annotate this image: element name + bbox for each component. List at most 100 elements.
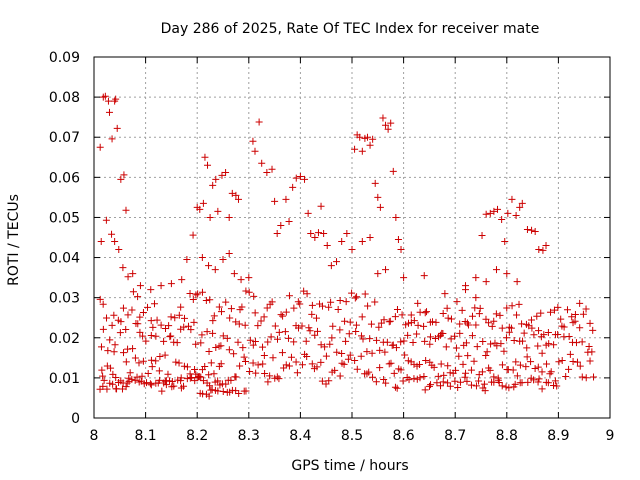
- data-point: [565, 365, 573, 373]
- data-point: [415, 360, 423, 368]
- data-point: [523, 225, 531, 233]
- data-point: [241, 357, 249, 365]
- data-point: [553, 382, 561, 390]
- data-point: [113, 385, 121, 393]
- data-point: [282, 308, 290, 316]
- data-point: [250, 292, 258, 300]
- data-point: [306, 327, 314, 335]
- data-point: [413, 330, 421, 338]
- data-point: [359, 335, 367, 343]
- data-point: [363, 348, 371, 356]
- data-point: [392, 344, 400, 352]
- y-tick-label: 0.02: [49, 331, 80, 347]
- data-point: [96, 295, 104, 303]
- data-point: [463, 319, 471, 327]
- data-point: [336, 297, 344, 305]
- data-point: [152, 332, 160, 340]
- data-point: [251, 309, 259, 317]
- data-point: [281, 328, 289, 336]
- data-point: [209, 317, 217, 325]
- data-point: [103, 314, 111, 322]
- data-point: [266, 372, 274, 380]
- data-point: [588, 348, 596, 356]
- data-point: [366, 335, 374, 343]
- data-point: [165, 377, 173, 385]
- data-point: [490, 317, 498, 325]
- data-point: [551, 377, 559, 385]
- data-point: [365, 368, 373, 376]
- data-point: [334, 306, 342, 314]
- data-point: [97, 343, 105, 351]
- x-tick-label: 8.9: [547, 428, 569, 444]
- data-point: [158, 387, 166, 395]
- data-point: [168, 378, 176, 386]
- data-point: [454, 383, 462, 391]
- data-point: [177, 377, 185, 385]
- data-point: [392, 213, 400, 221]
- data-point: [527, 358, 535, 366]
- data-point: [225, 250, 233, 258]
- data-point: [512, 358, 520, 366]
- data-point: [344, 355, 352, 363]
- data-point: [170, 382, 178, 390]
- data-point: [237, 276, 245, 284]
- data-point: [505, 323, 513, 331]
- data-point: [183, 363, 191, 371]
- data-point: [119, 264, 127, 272]
- data-point: [290, 304, 298, 312]
- data-point: [486, 209, 494, 217]
- data-point: [452, 366, 460, 374]
- data-point: [98, 366, 106, 374]
- data-points: [96, 92, 598, 400]
- data-point: [402, 321, 410, 329]
- data-point: [172, 358, 180, 366]
- data-point: [317, 202, 325, 210]
- data-point: [436, 331, 444, 339]
- data-point: [214, 207, 222, 215]
- data-point: [563, 306, 571, 314]
- data-point: [373, 336, 381, 344]
- data-point: [331, 366, 339, 374]
- data-point: [277, 311, 285, 319]
- data-point: [366, 234, 374, 241]
- data-point: [149, 323, 157, 331]
- data-point: [156, 352, 164, 360]
- data-point: [432, 318, 440, 326]
- data-point: [538, 385, 546, 393]
- data-point: [336, 372, 344, 380]
- data-point: [530, 376, 538, 384]
- data-point: [534, 363, 542, 371]
- data-point: [431, 335, 439, 343]
- data-point: [308, 301, 316, 309]
- data-point: [534, 378, 542, 386]
- data-point: [511, 380, 519, 388]
- data-point: [258, 159, 266, 167]
- data-point: [97, 238, 105, 246]
- data-point: [503, 304, 511, 312]
- data-point: [546, 308, 554, 316]
- x-tick-label: 8.4: [289, 428, 311, 444]
- data-point: [376, 364, 384, 372]
- data-point: [311, 234, 319, 241]
- data-point: [518, 199, 526, 207]
- data-point: [129, 270, 137, 278]
- data-point: [352, 328, 360, 336]
- data-point: [357, 352, 365, 360]
- data-point: [183, 256, 191, 264]
- data-point: [523, 344, 531, 352]
- data-point: [260, 352, 268, 360]
- data-point: [397, 246, 405, 254]
- data-point: [444, 314, 452, 322]
- data-point: [383, 338, 391, 346]
- data-point: [509, 366, 517, 374]
- data-point: [544, 328, 552, 336]
- data-point: [357, 332, 365, 340]
- data-point: [475, 310, 483, 318]
- data-point: [259, 360, 267, 368]
- data-point: [382, 121, 390, 129]
- data-point: [542, 242, 550, 250]
- data-point: [399, 377, 407, 385]
- data-point: [346, 318, 354, 326]
- data-point: [318, 377, 326, 385]
- data-point: [136, 313, 144, 321]
